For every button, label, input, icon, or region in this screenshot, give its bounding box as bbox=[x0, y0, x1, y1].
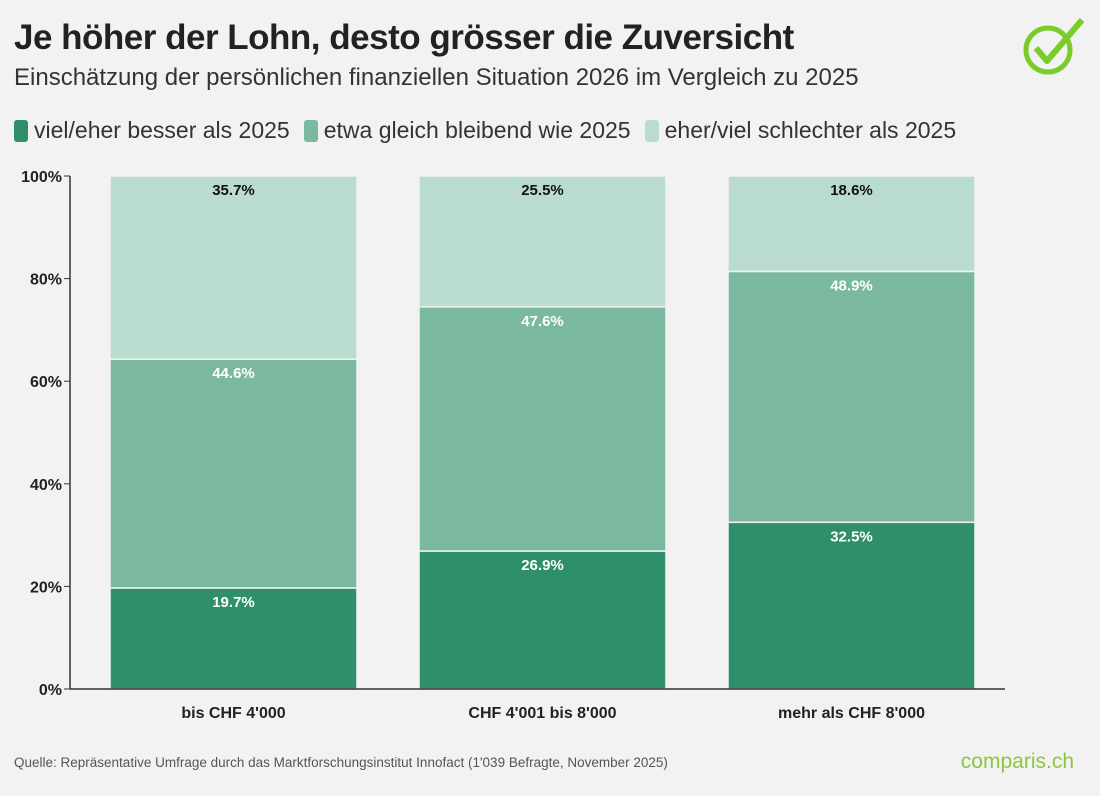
y-tick-label: 20% bbox=[30, 579, 62, 596]
legend-item-same: etwa gleich bleibend wie 2025 bbox=[303, 117, 631, 144]
x-tick-label: bis CHF 4'000 bbox=[181, 705, 285, 722]
bar-segment bbox=[727, 270, 976, 524]
data-label: 26.9% bbox=[521, 557, 564, 574]
bar-segment bbox=[109, 358, 358, 589]
legend: viel/eher besser als 2025 etwa gleich bl… bbox=[14, 117, 956, 144]
chart-subtitle: Einschätzung der persönlichen finanziell… bbox=[14, 64, 859, 91]
x-tick-label: CHF 4'001 bis 8'000 bbox=[468, 705, 616, 722]
bar-segment bbox=[418, 175, 667, 308]
x-tick-label: mehr als CHF 8'000 bbox=[778, 705, 925, 722]
y-tick-label: 0% bbox=[39, 682, 62, 699]
bar-segment bbox=[418, 306, 667, 552]
legend-item-worse: eher/viel schlechter als 2025 bbox=[644, 117, 957, 144]
source-note: Quelle: Repräsentative Umfrage durch das… bbox=[14, 755, 668, 770]
legend-label: eher/viel schlechter als 2025 bbox=[664, 117, 957, 143]
brand-logo: comparis.ch bbox=[960, 750, 1074, 773]
data-label: 25.5% bbox=[521, 182, 564, 199]
data-label: 32.5% bbox=[830, 528, 873, 545]
data-label: 18.6% bbox=[830, 182, 873, 199]
legend-item-better: viel/eher besser als 2025 bbox=[14, 117, 290, 144]
y-tick-label: 60% bbox=[30, 374, 62, 391]
y-tick-label: 40% bbox=[30, 477, 62, 494]
legend-label: etwa gleich bleibend wie 2025 bbox=[323, 117, 631, 143]
legend-label: viel/eher besser als 2025 bbox=[34, 117, 290, 143]
bar-segment bbox=[727, 175, 976, 273]
check-circle-icon bbox=[1023, 18, 1085, 75]
bar-segment bbox=[109, 175, 358, 360]
chart-title: Je höher der Lohn, desto grösser die Zuv… bbox=[14, 18, 794, 57]
legend-swatch bbox=[644, 119, 659, 142]
y-tick-label: 100% bbox=[21, 169, 62, 186]
data-label: 19.7% bbox=[212, 594, 255, 611]
y-tick-label: 80% bbox=[30, 272, 62, 289]
data-label: 47.6% bbox=[521, 313, 564, 330]
data-label: 48.9% bbox=[830, 277, 873, 294]
legend-swatch bbox=[303, 119, 318, 142]
data-label: 35.7% bbox=[212, 182, 255, 199]
data-label: 44.6% bbox=[212, 365, 255, 382]
legend-swatch bbox=[14, 119, 28, 142]
bar-segment bbox=[727, 521, 976, 690]
